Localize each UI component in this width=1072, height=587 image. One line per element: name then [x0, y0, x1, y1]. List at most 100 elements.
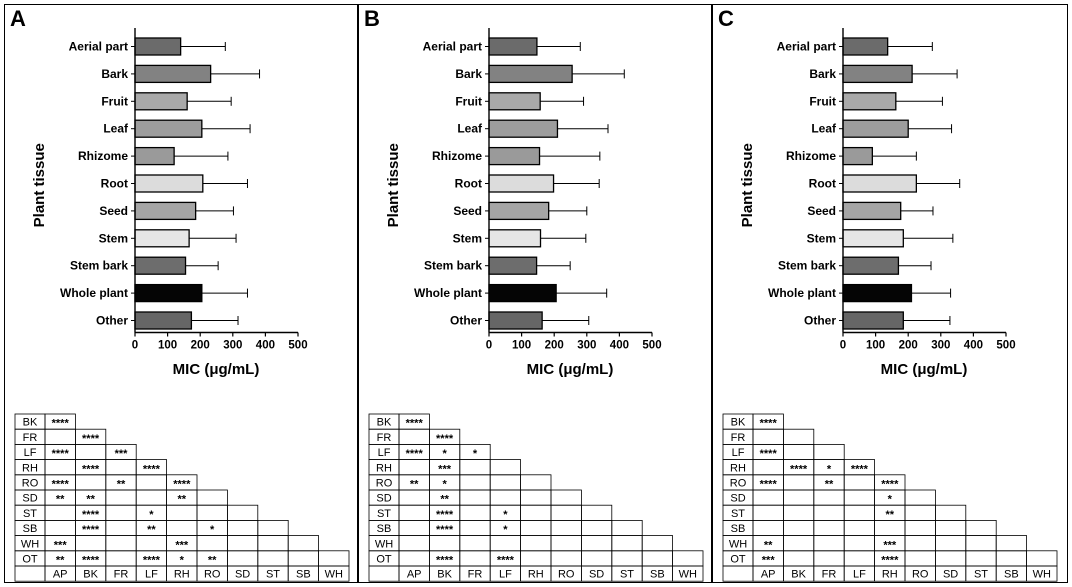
category-label-b: Seed	[453, 204, 482, 218]
sig-cell-b	[459, 459, 491, 476]
sig-corner-cell-b	[368, 565, 400, 582]
bar-a	[134, 119, 203, 138]
sig-row-label-a: LF	[24, 447, 37, 459]
sig-col-label-b: RO	[558, 569, 575, 581]
bar-b	[488, 64, 573, 84]
x-tick-label-c: 300	[931, 340, 950, 352]
x-tick-label-a: 300	[223, 340, 242, 352]
sig-row-label-a: SD	[22, 493, 37, 505]
sig-col-label-cell-a	[318, 565, 350, 582]
sig-cell-a	[75, 443, 107, 460]
x-tick-label-b: 300	[577, 340, 596, 352]
sig-cell-c	[783, 535, 815, 552]
sig-cell-c	[752, 428, 784, 445]
sig-stars-a: *	[180, 555, 185, 567]
sig-cell-b	[489, 474, 522, 491]
sig-stars-a: ****	[143, 555, 161, 567]
sig-corner-cell-a	[14, 565, 46, 582]
sig-cell-a	[226, 504, 259, 521]
sig-col-label-c: FR	[822, 569, 837, 581]
x-tick-label-a: 200	[191, 340, 210, 352]
sig-cell-a	[287, 535, 320, 552]
sig-row-label-a: OT	[22, 554, 38, 566]
category-label-c: Whole plant	[768, 286, 836, 300]
sig-cell-b	[398, 504, 430, 521]
sig-cell-a	[257, 520, 289, 537]
sig-row-label-b: OT	[376, 554, 392, 566]
sig-cell-a	[105, 550, 137, 567]
category-label-a: Rhizome	[78, 149, 128, 163]
x-axis-title-b: MIC (μg/mL)	[527, 361, 614, 378]
sig-stars-c: ****	[760, 418, 778, 430]
sig-row-label-a: ST	[23, 508, 37, 520]
sig-cell-b	[428, 535, 461, 552]
sig-col-label-c: AP	[761, 569, 776, 581]
bar-c	[842, 256, 900, 275]
sig-col-label-a: BK	[83, 569, 98, 581]
panel-c-frame	[712, 4, 1068, 583]
y-axis-title-c: Plant tissue	[739, 143, 756, 227]
category-label-a: Other	[96, 314, 128, 328]
x-axis-title-a: MIC (μg/mL)	[173, 361, 260, 378]
bar-b	[488, 37, 538, 56]
sig-row-label-c: RO	[730, 478, 747, 490]
sig-col-label-c: LF	[853, 569, 866, 581]
sig-stars-a: ****	[52, 418, 70, 430]
sig-cell-c	[874, 520, 906, 537]
category-label-b: Rhizome	[432, 149, 482, 163]
sig-cell-c	[783, 428, 815, 445]
category-label-b: Other	[450, 314, 482, 328]
x-tick-label-c: 0	[840, 340, 846, 352]
bar-c	[842, 119, 909, 138]
sig-cell-c	[752, 489, 784, 506]
x-tick-label-b: 400	[610, 340, 629, 352]
sig-row-label-c: RH	[730, 462, 746, 474]
sig-cell-a	[44, 459, 76, 476]
sig-stars-a: *	[210, 524, 215, 536]
sig-col-label-a: ST	[266, 569, 280, 581]
sig-col-label-c: SD	[943, 569, 958, 581]
sig-cell-b	[611, 535, 643, 552]
x-tick-label-a: 0	[132, 340, 138, 352]
bar-c	[842, 283, 913, 303]
bar-c	[842, 64, 913, 84]
category-label-b: Bark	[455, 67, 482, 81]
bar-a	[134, 146, 175, 166]
sig-cell-a	[257, 550, 289, 567]
category-label-b: Whole plant	[414, 286, 482, 300]
sig-cell-c	[904, 520, 936, 537]
sig-stars-b: *	[442, 479, 447, 491]
sig-stars-b: ****	[406, 448, 424, 460]
sig-row-label-a: SB	[23, 523, 38, 535]
category-label-a: Fruit	[101, 94, 128, 108]
sig-cell-c	[843, 535, 876, 552]
category-label-c: Aerial part	[777, 40, 836, 54]
sig-cell-c	[752, 520, 784, 537]
sig-cell-b	[641, 535, 674, 552]
sig-stars-b: ***	[438, 463, 452, 475]
sig-stars-c: **	[764, 539, 773, 551]
category-label-b: Aerial part	[423, 40, 482, 54]
sig-stars-b: **	[410, 479, 419, 491]
category-label-a: Root	[101, 177, 128, 191]
sig-cell-c	[843, 489, 876, 506]
sig-cell-c	[813, 550, 845, 567]
category-label-c: Fruit	[809, 94, 836, 108]
sig-col-label-b: FR	[468, 569, 483, 581]
sig-col-label-c: RH	[882, 569, 898, 581]
bar-c	[842, 201, 902, 221]
sig-stars-a: **	[208, 555, 217, 567]
sig-stars-b: *	[503, 524, 508, 536]
sig-cell-b	[398, 520, 430, 537]
sig-cell-c	[813, 520, 845, 537]
bar-a	[134, 37, 182, 56]
sig-stars-a: ****	[82, 463, 100, 475]
sig-col-label-c: SB	[1004, 569, 1019, 581]
bar-b	[488, 92, 541, 111]
category-label-b: Stem	[453, 231, 482, 245]
sig-cell-c	[965, 535, 997, 552]
sig-cell-b	[641, 550, 674, 567]
sig-cell-a	[44, 428, 76, 445]
panel-a-frame	[4, 4, 358, 583]
sig-cell-c	[995, 550, 1028, 567]
